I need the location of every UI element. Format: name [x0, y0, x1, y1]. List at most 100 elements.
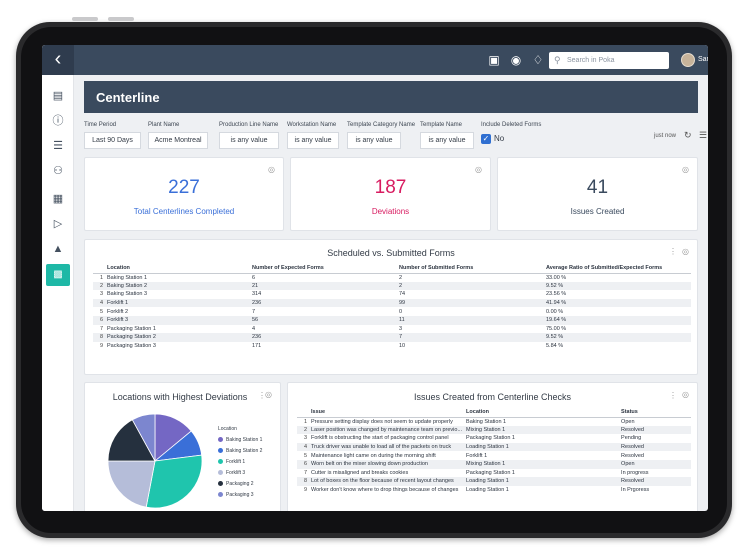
avatar[interactable]	[681, 53, 695, 67]
row-index: 4	[93, 298, 105, 308]
legend-swatch	[218, 459, 223, 465]
column-header[interactable]: Average Ratio of Submitted/Expected Form…	[544, 264, 691, 274]
globe-icon[interactable]: ◎	[682, 165, 689, 174]
table-cell: Lot of boxes on the floor because of rec…	[309, 477, 465, 486]
table-header-row: Location Number of Expected Forms Number…	[93, 264, 691, 274]
table-cell: Mixing Station 1	[464, 425, 620, 435]
table-cell: 19.64 %	[544, 315, 691, 325]
users-icon[interactable]: ⚇	[53, 165, 63, 177]
more-options-icon[interactable]: ⋮	[669, 391, 677, 400]
table-cell: 33.00 %	[546, 274, 567, 281]
filter-time-period[interactable]: Last 90 Days	[84, 132, 141, 149]
table-row[interactable]: 5 Maintenance light came on during the mo…	[297, 451, 691, 460]
filter-template-name[interactable]: is any value	[420, 132, 474, 149]
table-row[interactable]: 9 Worker don't know where to drop things …	[297, 486, 691, 495]
filter-label: Plant Name	[148, 122, 180, 128]
table-row[interactable]: 5 Forklift 2 7 0 0.00 %	[93, 307, 691, 316]
filter-icon[interactable]: ☰	[699, 130, 708, 140]
table-row[interactable]: 1 Pressure setting display does not seem …	[297, 417, 691, 426]
column-header[interactable]: Location	[105, 264, 250, 274]
globe-icon[interactable]: ◎	[682, 247, 689, 256]
legend-item[interactable]: Baking Station 1	[218, 437, 262, 443]
top-bar: ▣ ◉ ♢ ⚲ Search in Poka Samuel ⌄	[74, 45, 708, 75]
refresh-icon[interactable]: ↻	[684, 130, 692, 140]
shield-icon[interactable]: ◉	[510, 53, 522, 67]
refresh-status: just now	[654, 133, 677, 139]
filter-workstation[interactable]: is any value	[287, 132, 339, 149]
table-cell: 41.94 %	[544, 298, 691, 308]
search-input[interactable]: ⚲ Search in Poka	[549, 52, 669, 69]
filter-template-category[interactable]: is any value	[347, 132, 401, 149]
column-header[interactable]: Location	[464, 408, 620, 418]
back-chevron-icon[interactable]: ‹	[42, 45, 74, 75]
row-index: 6	[93, 315, 105, 325]
column-header[interactable]: Number of Submitted Forms	[397, 264, 544, 274]
filter-plant-name[interactable]: Acme Montreal	[148, 132, 208, 149]
more-options-icon[interactable]: ⋮	[258, 391, 266, 400]
table-row[interactable]: 6 Forklift 3 56 11 19.64 %	[93, 315, 691, 325]
video-icon[interactable]: ▷	[53, 218, 63, 230]
table-row[interactable]: 7 Packaging Station 1 4 3 75.00 %	[93, 325, 691, 334]
table-cell: Laser position was changed by maintenanc…	[309, 425, 465, 435]
table-cell: Baking Station 3	[107, 291, 148, 298]
table-cell: Forklift 1	[466, 452, 488, 459]
more-options-icon[interactable]: ⋮	[669, 247, 677, 256]
filter-label: Template Category Name	[347, 122, 416, 128]
table-cell: Cutter is misaligned and breaks cookies	[311, 469, 409, 476]
pie-slice[interactable]	[107, 460, 156, 508]
stack-icon[interactable]: ☰	[53, 140, 63, 152]
page-title: Centerline	[96, 90, 160, 105]
column-header[interactable]: Number of Expected Forms	[250, 264, 397, 274]
legend-item[interactable]: Forklift 3	[218, 470, 245, 476]
row-index: 8	[297, 477, 309, 486]
pie-slice[interactable]	[145, 454, 203, 509]
table-row[interactable]: 3 Baking Station 3 314 74 23.56 %	[93, 290, 691, 299]
row-index: 2	[93, 281, 105, 291]
table-row[interactable]: 9 Packaging Station 3 171 10 5.84 %	[93, 342, 691, 351]
legend-item[interactable]: Forklift 1	[218, 459, 245, 465]
globe-icon[interactable]: ◎	[268, 165, 275, 174]
table-cell: Packaging Station 1	[466, 435, 515, 442]
filter-label: Workstation Name	[287, 122, 337, 128]
table-row[interactable]: 4 Forklift 1 236 99 41.94 %	[93, 298, 691, 308]
table-row[interactable]: 8 Lot of boxes on the floor because of re…	[297, 477, 691, 486]
analytics-icon[interactable]: ▩	[46, 264, 70, 286]
legend-swatch	[218, 448, 223, 454]
column-header[interactable]: Issue	[309, 408, 465, 418]
table-row[interactable]: 2 Baking Station 2 21 2 9.52 %	[93, 281, 691, 291]
legend-item[interactable]: Packaging 2	[218, 481, 254, 487]
legend-swatch	[218, 437, 223, 443]
legend-item[interactable]: Baking Station 2	[218, 448, 262, 454]
table-row[interactable]: 4 Truck driver was unable to load all of …	[297, 442, 691, 452]
document-icon[interactable]: ▤	[52, 90, 64, 102]
volume-button	[108, 17, 134, 21]
filter-production-line[interactable]: is any value	[219, 132, 279, 149]
scan-icon[interactable]: ▣	[488, 53, 500, 67]
table-row[interactable]: 2 Laser position was changed by maintenan…	[297, 425, 691, 435]
globe-icon[interactable]: ◎	[475, 165, 482, 174]
row-index: 1	[303, 418, 307, 425]
table-cell: 4	[252, 325, 256, 332]
table-row[interactable]: 8 Packaging Station 2 236 7 9.52 %	[93, 333, 691, 342]
table-row[interactable]: 7 Cutter is misaligned and breaks cookies…	[297, 469, 691, 478]
include-deleted-checkbox[interactable]: ✓	[481, 134, 491, 144]
legend-label: Packaging 3	[226, 492, 254, 498]
table-row[interactable]: 1 Baking Station 1 6 2 33.00 %	[93, 273, 691, 282]
pie-slice[interactable]	[107, 419, 156, 462]
globe-icon[interactable]: ◎	[265, 390, 272, 399]
kpi-label: Issues Created	[570, 207, 625, 216]
table-row[interactable]: 3 Forklift is obstructing the start of pa…	[297, 434, 691, 443]
pie-slice[interactable]	[131, 413, 156, 462]
row-index: 3	[99, 291, 103, 298]
user-name[interactable]: Samuel	[698, 56, 708, 63]
row-index: 7	[99, 325, 103, 332]
table-cell: 236	[250, 333, 397, 342]
legend-item[interactable]: Packaging 3	[218, 492, 254, 498]
clipboard-icon[interactable]: ▦	[52, 193, 64, 205]
alert-icon[interactable]: ⓘ	[52, 115, 64, 127]
bell-icon[interactable]: ♢	[532, 53, 544, 67]
table-row[interactable]: 6 Worn belt on the mixer slowing down pro…	[297, 459, 691, 469]
globe-icon[interactable]: ◎	[682, 390, 689, 399]
column-header[interactable]: Status	[619, 408, 691, 418]
graduation-cap-icon[interactable]: ▲	[52, 243, 64, 255]
